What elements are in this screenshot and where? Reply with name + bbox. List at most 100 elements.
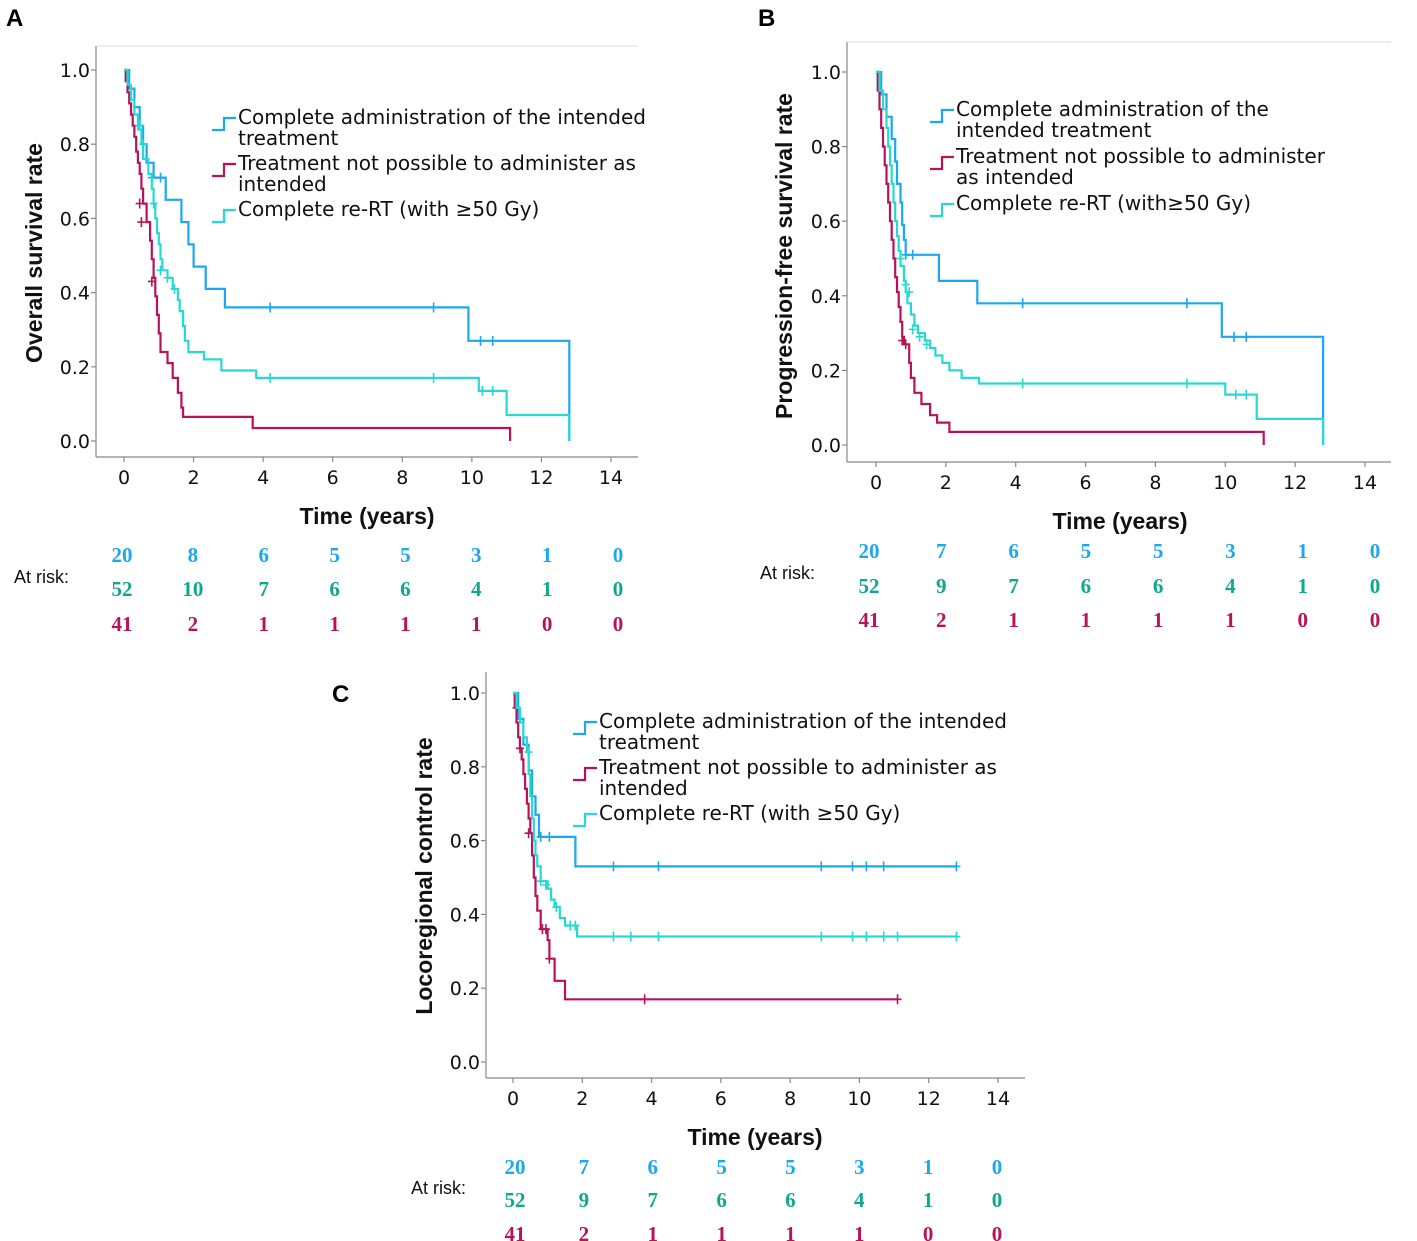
legend-swatch-rert bbox=[930, 202, 954, 218]
x-tick-label: 12 bbox=[1283, 472, 1307, 494]
censor-mark-not-possible bbox=[545, 953, 554, 964]
at-risk-value: 6 bbox=[1008, 539, 1019, 563]
legend-label-complete: Complete administration of the bbox=[956, 97, 1269, 121]
censor-mark-not-possible bbox=[541, 924, 550, 935]
legend-label-not-possible: Treatment not possible to administer bbox=[955, 144, 1326, 168]
censor-mark-rert bbox=[905, 287, 914, 298]
censor-mark-complete bbox=[817, 861, 826, 872]
censor-mark-complete bbox=[1182, 298, 1191, 309]
at-risk-value: 2 bbox=[936, 608, 947, 632]
censor-mark-rert bbox=[139, 139, 148, 150]
censor-mark-rert bbox=[541, 879, 550, 890]
at-risk-value: 7 bbox=[258, 577, 269, 601]
x-tick-label: 10 bbox=[460, 467, 484, 489]
y-tick-label: 0.4 bbox=[60, 283, 90, 305]
at-risk-value: 41 bbox=[505, 1222, 526, 1241]
at-risk-value: 6 bbox=[400, 577, 411, 601]
x-tick-label: 8 bbox=[784, 1088, 796, 1110]
censor-mark-not-possible bbox=[137, 217, 146, 228]
legend-swatch-rert bbox=[573, 812, 597, 828]
legend-swatch-not-possible bbox=[930, 155, 954, 171]
censor-mark-complete bbox=[901, 249, 910, 260]
at-risk-value: 3 bbox=[1225, 539, 1236, 563]
censor-mark-complete bbox=[488, 335, 497, 346]
at-risk-value: 1 bbox=[923, 1155, 934, 1179]
censor-mark-rert bbox=[163, 272, 172, 283]
x-tick-label: 4 bbox=[257, 467, 269, 489]
legend-label-complete: Complete administration of the intended bbox=[599, 709, 1007, 733]
at-risk-value: 0 bbox=[992, 1222, 1003, 1241]
at-risk-value: 0 bbox=[613, 577, 624, 601]
panel-letter-b: B bbox=[758, 5, 775, 32]
censor-mark-complete bbox=[536, 831, 545, 842]
y-tick-label: 0.8 bbox=[60, 134, 90, 156]
legend-label-not-possible: intended bbox=[238, 172, 327, 196]
y-tick-label: 0.2 bbox=[60, 357, 90, 379]
at-risk-value: 1 bbox=[1008, 608, 1019, 632]
censor-mark-rert bbox=[488, 385, 497, 396]
censor-mark-rert bbox=[915, 331, 924, 342]
at-risk-value: 6 bbox=[1081, 574, 1092, 598]
at-risk-label: At risk: bbox=[411, 1178, 466, 1198]
at-risk-value: 3 bbox=[854, 1155, 865, 1179]
y-axis-title: Locoregional control rate bbox=[411, 737, 437, 1014]
legend-label-complete: intended treatment bbox=[956, 118, 1152, 142]
legend-label-not-possible: Treatment not possible to administer as bbox=[598, 755, 997, 779]
at-risk-value: 4 bbox=[854, 1188, 865, 1212]
censor-mark-complete bbox=[908, 249, 917, 260]
at-risk-value: 1 bbox=[258, 612, 269, 636]
at-risk-value: 8 bbox=[188, 543, 199, 567]
at-risk-value: 2 bbox=[188, 612, 199, 636]
at-risk-value: 3 bbox=[471, 543, 482, 567]
x-tick-label: 8 bbox=[1149, 472, 1161, 494]
at-risk-value: 1 bbox=[1225, 608, 1236, 632]
at-risk-value: 41 bbox=[112, 612, 133, 636]
legend-swatch-rert bbox=[212, 208, 236, 224]
censor-mark-complete bbox=[156, 172, 165, 183]
legend-label-rert: Complete re-RT (with≥50 Gy) bbox=[956, 191, 1251, 215]
at-risk-label: At risk: bbox=[760, 563, 815, 583]
at-risk-value: 0 bbox=[992, 1155, 1003, 1179]
at-risk-value: 0 bbox=[613, 612, 624, 636]
at-risk-label: At risk: bbox=[14, 567, 69, 587]
x-tick-label: 6 bbox=[327, 467, 339, 489]
at-risk-value: 7 bbox=[936, 539, 947, 563]
at-risk-value: 1 bbox=[785, 1222, 796, 1241]
at-risk-value: 6 bbox=[647, 1155, 658, 1179]
censor-mark-rert bbox=[266, 372, 275, 383]
x-axis-title: Time (years) bbox=[299, 503, 434, 529]
at-risk-value: 0 bbox=[1370, 608, 1381, 632]
censor-mark-rert bbox=[626, 931, 635, 942]
at-risk-value: 6 bbox=[1153, 574, 1164, 598]
y-tick-label: 0.2 bbox=[450, 978, 480, 1000]
at-risk-value: 52 bbox=[859, 574, 880, 598]
y-tick-label: 1.0 bbox=[450, 683, 480, 705]
censor-mark-complete bbox=[879, 861, 888, 872]
y-axis-title: Overall survival rate bbox=[21, 143, 47, 363]
x-tick-label: 6 bbox=[1080, 472, 1092, 494]
censor-mark-rert bbox=[478, 385, 487, 396]
censor-mark-rert bbox=[893, 931, 902, 942]
at-risk-value: 0 bbox=[1297, 608, 1308, 632]
at-risk-value: 5 bbox=[1153, 539, 1164, 563]
series-line-not-possible bbox=[513, 691, 898, 1001]
y-tick-label: 0.4 bbox=[450, 904, 480, 926]
at-risk-value: 52 bbox=[505, 1188, 526, 1212]
y-tick-label: 0.6 bbox=[811, 211, 841, 233]
series-line-rert bbox=[124, 68, 571, 441]
x-tick-label: 4 bbox=[1010, 472, 1022, 494]
censor-mark-rert bbox=[524, 747, 533, 758]
at-risk-value: 1 bbox=[1081, 608, 1092, 632]
at-risk-value: 7 bbox=[579, 1155, 590, 1179]
at-risk-value: 1 bbox=[542, 543, 553, 567]
censor-mark-complete bbox=[545, 831, 554, 842]
legend-label-not-possible: intended bbox=[599, 776, 688, 800]
at-risk-value: 6 bbox=[716, 1188, 727, 1212]
censor-mark-rert bbox=[609, 931, 618, 942]
censor-mark-not-possible bbox=[515, 743, 524, 754]
legend-label-not-possible: as intended bbox=[956, 165, 1074, 189]
censor-mark-not-possible bbox=[893, 994, 902, 1005]
censor-mark-complete bbox=[266, 302, 275, 313]
